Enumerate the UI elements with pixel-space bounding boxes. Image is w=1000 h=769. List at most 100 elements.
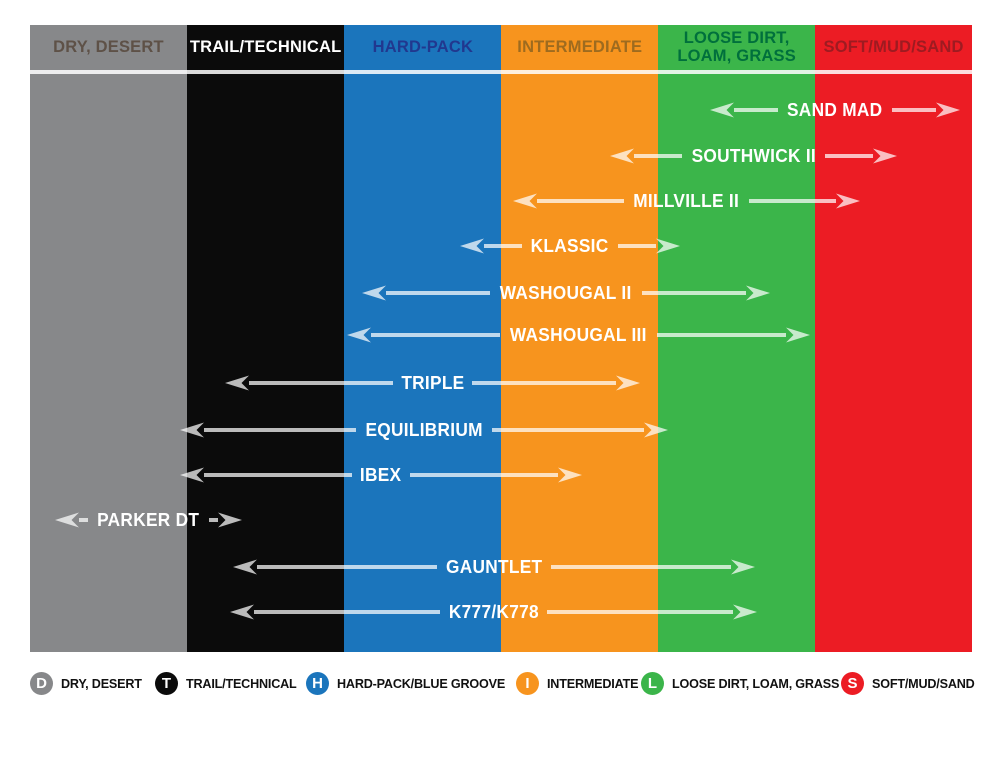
arrow-shaft	[634, 154, 682, 158]
right-arrow-icon	[409, 466, 582, 484]
arrow-shaft	[249, 381, 393, 385]
legend-label: DRY, DESERT	[61, 676, 142, 691]
column-header-label: INTERMEDIATE	[517, 37, 643, 56]
arrow-shaft	[371, 333, 501, 337]
column-header-label: TRAIL/TECHNICAL	[189, 37, 342, 56]
header-divider-line	[30, 70, 972, 74]
arrow-shaft	[641, 291, 746, 295]
left-arrow-icon	[610, 147, 682, 165]
tire-row-millville-ii: MILLVILLE II	[513, 188, 861, 214]
terrain-column-dry-desert: DRY, DESERT	[30, 25, 187, 652]
legend-item-dry-desert: D DRY, DESERT	[30, 672, 144, 695]
legend-label: INTERMEDIATE	[547, 676, 639, 691]
tire-row-southwick-ii: SOUTHWICK II	[610, 143, 897, 169]
terrain-column-soft-mud-sand: SOFT/MUD/SAND	[815, 25, 973, 652]
right-arrow-icon	[492, 421, 669, 439]
left-arrow-icon	[180, 466, 353, 484]
tire-name-label: KLASSIC	[531, 235, 609, 256]
tire-row-parker-dt: PARKER DT	[55, 507, 242, 533]
left-arrow-icon	[362, 284, 491, 302]
right-arrow-icon	[547, 603, 758, 621]
column-header-label: DRY, DESERT	[53, 37, 164, 56]
left-arrow-icon	[710, 101, 779, 119]
tire-terrain-chart: DRY, DESERT TRAIL/TECHNICAL HARD-PACK INTER…	[30, 25, 973, 652]
tire-name-label: SOUTHWICK II	[691, 145, 816, 166]
column-header-label: SOFT/MUD/SAND	[823, 37, 964, 56]
tire-rows-layer: SAND MAD SOUTHWICK II MILLVILLE II KLASSIC W…	[30, 25, 972, 652]
right-arrow-icon	[551, 558, 756, 576]
arrow-shaft	[208, 518, 218, 522]
legend-label: LOOSE DIRT, LOAM, GRASS	[672, 676, 840, 691]
tire-name-label: WASHOUGAL II	[500, 282, 632, 303]
arrow-shaft	[537, 199, 625, 203]
tire-name-label: EQUILIBRIUM	[365, 419, 483, 440]
tire-row-triple: TRIPLE	[225, 370, 640, 396]
terrain-column-loose-dirt-loam-grass: LOOSE DIRT, LOAM, GRASS	[658, 25, 816, 652]
legend-label: TRAIL/TECHNICAL	[186, 676, 297, 691]
legend-label: SOFT/MUD/SAND	[872, 676, 975, 691]
tire-row-sand-mad: SAND MAD	[710, 97, 960, 123]
left-arrow-icon	[180, 421, 356, 439]
arrow-shaft	[547, 610, 734, 614]
legend-badge-i: I	[516, 672, 539, 695]
legend-item-hard-pack-blue-groove: H HARD-PACK/BLUE GROOVE	[306, 672, 510, 695]
right-arrow-icon	[617, 237, 681, 255]
terrain-legend: D DRY, DESERT T TRAIL/TECHNICAL H HARD-PACK/B…	[0, 672, 1000, 700]
legend-label: HARD-PACK/BLUE GROOVE	[337, 676, 506, 691]
arrow-shaft	[472, 381, 616, 385]
right-arrow-icon	[748, 192, 861, 210]
arrow-shaft	[204, 473, 353, 477]
tire-row-washougal-iii: WASHOUGAL III	[347, 322, 811, 348]
left-arrow-icon	[513, 192, 625, 210]
left-arrow-icon	[230, 603, 440, 621]
arrow-shaft	[748, 199, 837, 203]
right-arrow-icon	[825, 147, 897, 165]
arrow-shaft	[734, 108, 779, 112]
terrain-column-intermediate: INTERMEDIATE	[501, 25, 659, 652]
right-arrow-icon	[641, 284, 770, 302]
legend-item-intermediate: I INTERMEDIATE	[516, 672, 641, 695]
tire-name-label: MILLVILLE II	[633, 190, 740, 211]
tire-row-gauntlet: GAUNTLET	[233, 554, 756, 580]
tire-name-label: IBEX	[360, 464, 402, 485]
left-arrow-icon	[460, 237, 523, 255]
column-header-label: LOOSE DIRT, LOAM, GRASS	[677, 29, 796, 65]
legend-item-soft-mud-sand: S SOFT/MUD/SAND	[841, 672, 978, 695]
arrow-shaft	[891, 108, 936, 112]
tire-row-washougal-ii: WASHOUGAL II	[362, 280, 770, 306]
arrow-shaft	[386, 291, 491, 295]
tire-row-equilibrium: EQUILIBRIUM	[180, 417, 669, 443]
tire-name-label: WASHOUGAL III	[510, 324, 647, 345]
arrow-shaft	[204, 428, 356, 432]
terrain-column-hard-pack: HARD-PACK	[344, 25, 502, 652]
column-header-label: HARD-PACK	[372, 37, 474, 56]
arrow-shaft	[484, 244, 523, 248]
arrow-shaft	[656, 333, 787, 337]
tire-row-k777-k778: K777/K778	[230, 599, 758, 625]
tire-row-klassic: KLASSIC	[460, 233, 681, 259]
arrow-shaft	[617, 244, 657, 248]
tire-name-label: GAUNTLET	[445, 556, 543, 577]
arrow-shaft	[825, 154, 873, 158]
legend-badge-t: T	[155, 672, 178, 695]
tire-name-label: TRIPLE	[400, 372, 465, 393]
right-arrow-icon	[208, 511, 242, 529]
legend-item-trail-technical: T TRAIL/TECHNICAL	[155, 672, 300, 695]
legend-badge-h: H	[306, 672, 329, 695]
left-arrow-icon	[55, 511, 89, 529]
arrow-shaft	[257, 565, 437, 569]
left-arrow-icon	[225, 374, 393, 392]
terrain-column-trail-technical: TRAIL/TECHNICAL	[186, 25, 345, 652]
right-arrow-icon	[891, 101, 960, 119]
legend-badge-l: L	[641, 672, 664, 695]
tire-name-label: PARKER DT	[97, 509, 200, 530]
right-arrow-icon	[656, 326, 811, 344]
legend-badge-s: S	[841, 672, 864, 695]
arrow-shaft	[254, 610, 440, 614]
tire-name-label: SAND MAD	[787, 99, 883, 120]
right-arrow-icon	[472, 374, 640, 392]
left-arrow-icon	[233, 558, 437, 576]
tire-name-label: K777/K778	[448, 601, 539, 622]
arrow-shaft	[551, 565, 732, 569]
left-arrow-icon	[347, 326, 501, 344]
